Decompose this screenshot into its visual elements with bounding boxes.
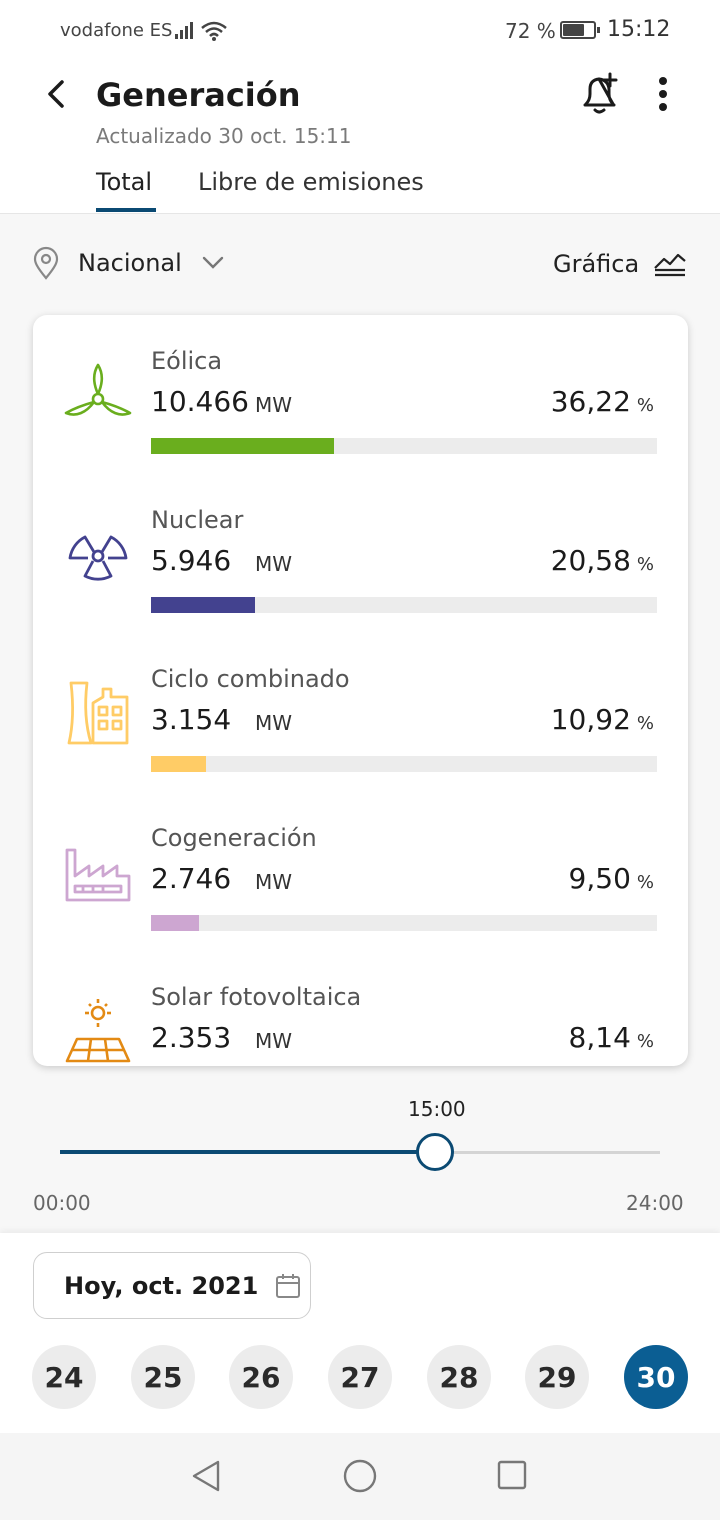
page-title: Generación — [96, 76, 301, 114]
source-name: Solar fotovoltaica — [151, 983, 362, 1011]
chart-view-toggle[interactable]: Gráfica — [553, 250, 687, 278]
share-bar — [151, 438, 657, 454]
slider-end-label: 24:00 — [626, 1191, 684, 1215]
chevron-down-icon — [202, 256, 223, 269]
location-pin-icon — [33, 246, 59, 280]
cogeneration-factory-icon — [65, 848, 131, 902]
region-label: Nacional — [78, 249, 182, 277]
source-unit: MW — [255, 393, 293, 417]
system-nav-bar — [0, 1433, 720, 1520]
source-mw: 5.946 — [151, 544, 232, 577]
status-time: 15:12 — [607, 17, 671, 42]
source-mw: 2.353 — [151, 1021, 232, 1054]
day-selector: 24 25 26 27 28 29 30 — [32, 1345, 688, 1409]
source-unit: MW — [255, 711, 293, 735]
date-label: Hoy, oct. 2021 — [64, 1271, 259, 1300]
combined-cycle-plant-icon — [67, 681, 129, 745]
source-percent: 10,92% — [550, 703, 654, 736]
share-bar — [151, 915, 657, 931]
generation-item-ciclo-combinado[interactable]: Ciclo combinado 3.154 MW 10,92% — [33, 633, 688, 792]
area-chart-icon — [654, 253, 686, 277]
day-chip[interactable]: 27 — [328, 1345, 392, 1409]
day-chip[interactable]: 24 — [32, 1345, 96, 1409]
generation-list-card[interactable]: Eólica 10.466 MW 36,22% Nuclear 5.946 MW… — [33, 315, 688, 1066]
wind-turbine-icon — [64, 363, 132, 416]
tab-total[interactable]: Total — [96, 168, 153, 196]
time-slider-thumb[interactable] — [416, 1133, 454, 1171]
chart-view-label: Gráfica — [553, 250, 640, 278]
source-name: Nuclear — [151, 506, 244, 534]
signal-icon — [175, 22, 193, 39]
battery-icon — [560, 21, 600, 39]
generation-item-eolica[interactable]: Eólica 10.466 MW 36,22% — [33, 315, 688, 474]
generation-item-solar-fotovoltaica[interactable]: Solar fotovoltaica 2.353 MW 8,14% — [33, 951, 688, 1066]
source-name: Eólica — [151, 347, 223, 375]
source-mw: 2.746 — [151, 862, 232, 895]
date-picker-button[interactable]: Hoy, oct. 2021 — [33, 1252, 311, 1319]
carrier-name: vodafone ES — [60, 20, 173, 41]
day-chip[interactable]: 25 — [131, 1345, 195, 1409]
source-mw: 10.466 — [151, 385, 249, 418]
source-percent: 20,58% — [550, 544, 654, 577]
source-unit: MW — [255, 870, 293, 894]
source-percent: 36,22% — [550, 385, 654, 418]
solar-panel-icon — [65, 999, 131, 1063]
source-percent: 9,50% — [568, 862, 654, 895]
source-mw: 3.154 — [151, 703, 232, 736]
time-slider-track[interactable] — [60, 1150, 660, 1154]
share-bar — [151, 756, 657, 772]
battery-percent: 72 % — [505, 19, 556, 43]
day-chip[interactable]: 28 — [427, 1345, 491, 1409]
status-bar: vodafone ES 72 % 15:12 — [0, 0, 720, 62]
date-panel: Hoy, oct. 2021 24 25 26 27 28 29 30 — [0, 1233, 720, 1433]
source-name: Ciclo combinado — [151, 665, 350, 693]
source-unit: MW — [255, 1029, 293, 1053]
day-chip-selected[interactable]: 30 — [624, 1345, 688, 1409]
app-header: Generación Actualizado 30 oct. 15:11 Tot… — [0, 62, 720, 214]
more-vertical-icon[interactable] — [648, 74, 678, 114]
day-chip[interactable]: 26 — [229, 1345, 293, 1409]
nav-home-icon[interactable] — [342, 1459, 378, 1495]
add-alert-bell-icon[interactable] — [576, 70, 624, 118]
wifi-icon — [201, 21, 227, 41]
calendar-icon — [276, 1273, 301, 1298]
nav-recents-icon[interactable] — [496, 1459, 528, 1491]
generation-item-nuclear[interactable]: Nuclear 5.946 MW 20,58% — [33, 474, 688, 633]
tab-libre-de-emisiones[interactable]: Libre de emisiones — [198, 168, 424, 196]
share-bar — [151, 597, 657, 613]
nav-back-icon[interactable] — [190, 1459, 222, 1493]
region-selector[interactable]: Nacional — [30, 246, 224, 280]
last-updated: Actualizado 30 oct. 15:11 — [96, 124, 352, 148]
back-arrow-icon[interactable] — [40, 76, 76, 112]
slider-start-label: 00:00 — [33, 1191, 91, 1215]
tab-indicator — [96, 208, 156, 212]
slider-current-time: 15:00 — [408, 1097, 466, 1121]
source-percent: 8,14% — [568, 1021, 654, 1054]
day-chip[interactable]: 29 — [525, 1345, 589, 1409]
source-unit: MW — [255, 552, 293, 576]
source-name: Cogeneración — [151, 824, 317, 852]
nuclear-icon — [68, 535, 128, 581]
generation-item-cogeneracion[interactable]: Cogeneración 2.746 MW 9,50% — [33, 792, 688, 951]
